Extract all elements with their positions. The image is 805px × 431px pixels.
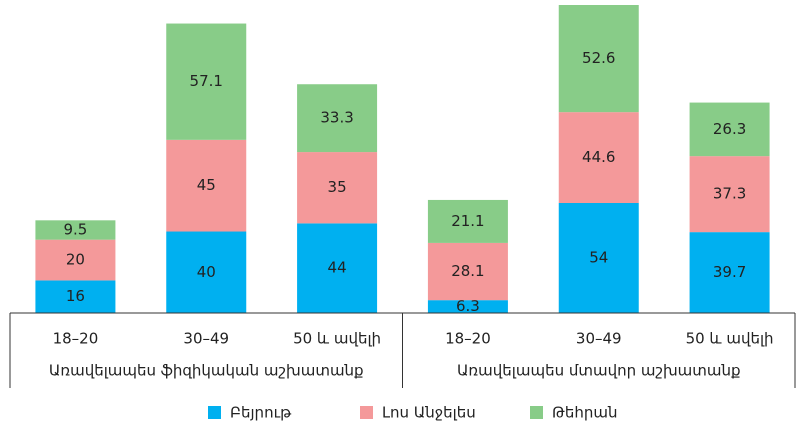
data-label: 28.1 (451, 262, 484, 280)
data-label: 44 (328, 259, 347, 277)
data-label: 33.3 (320, 109, 353, 127)
data-label: 57.1 (190, 72, 223, 90)
legend-swatch (530, 406, 543, 419)
bar-segment (689, 102, 770, 157)
bar-segment (427, 242, 508, 301)
x-tick-label: 30–49 (576, 330, 622, 348)
data-label: 26.3 (713, 120, 746, 138)
data-label: 37.3 (713, 185, 746, 203)
bar-segment (35, 220, 116, 240)
data-label: 35 (328, 178, 347, 196)
legend-label: Լոս Անջելես (382, 404, 476, 422)
x-tick-label: 50 և ավելի (293, 330, 381, 348)
legend-swatch (360, 406, 373, 419)
data-label: 45 (197, 176, 216, 194)
data-label: 16 (66, 287, 85, 305)
data-label: 54 (589, 249, 608, 267)
bar-segment (166, 231, 247, 313)
data-label: 9.5 (63, 220, 87, 238)
x-tick-label: 18–20 (53, 330, 99, 348)
bar-segment (427, 199, 508, 243)
legend-swatch (208, 406, 221, 419)
bar-segment (166, 23, 247, 140)
bar-segment (35, 280, 116, 313)
data-label: 20 (66, 251, 85, 269)
bar-segment (297, 84, 378, 153)
bar-segment (297, 223, 378, 313)
data-label: 39.7 (713, 263, 746, 281)
bar-segment (558, 203, 639, 313)
bar-segment (427, 300, 508, 313)
legend-label: Բեյրութ (230, 404, 292, 422)
legend-label: Թեհրան (552, 404, 618, 422)
bar-segment (558, 112, 639, 203)
bar-segment (166, 139, 247, 232)
group-label: Առավելապես մտավոր աշխատանք (457, 362, 741, 380)
bar-segment (558, 5, 639, 113)
x-tick-label: 50 և ավելի (686, 330, 774, 348)
bar-segment (689, 156, 770, 233)
data-label: 52.6 (582, 49, 615, 67)
group-label: Առավելապես ֆիզիկական աշխատանք (49, 362, 364, 380)
data-label: 6.3 (456, 297, 480, 315)
bar-segment (297, 152, 378, 224)
x-tick-label: 18–20 (445, 330, 491, 348)
bar-segment (689, 232, 770, 313)
bar-segment (35, 239, 116, 281)
data-label: 40 (197, 263, 216, 281)
data-label: 44.6 (582, 148, 615, 166)
x-tick-label: 30–49 (183, 330, 229, 348)
data-label: 21.1 (451, 212, 484, 230)
